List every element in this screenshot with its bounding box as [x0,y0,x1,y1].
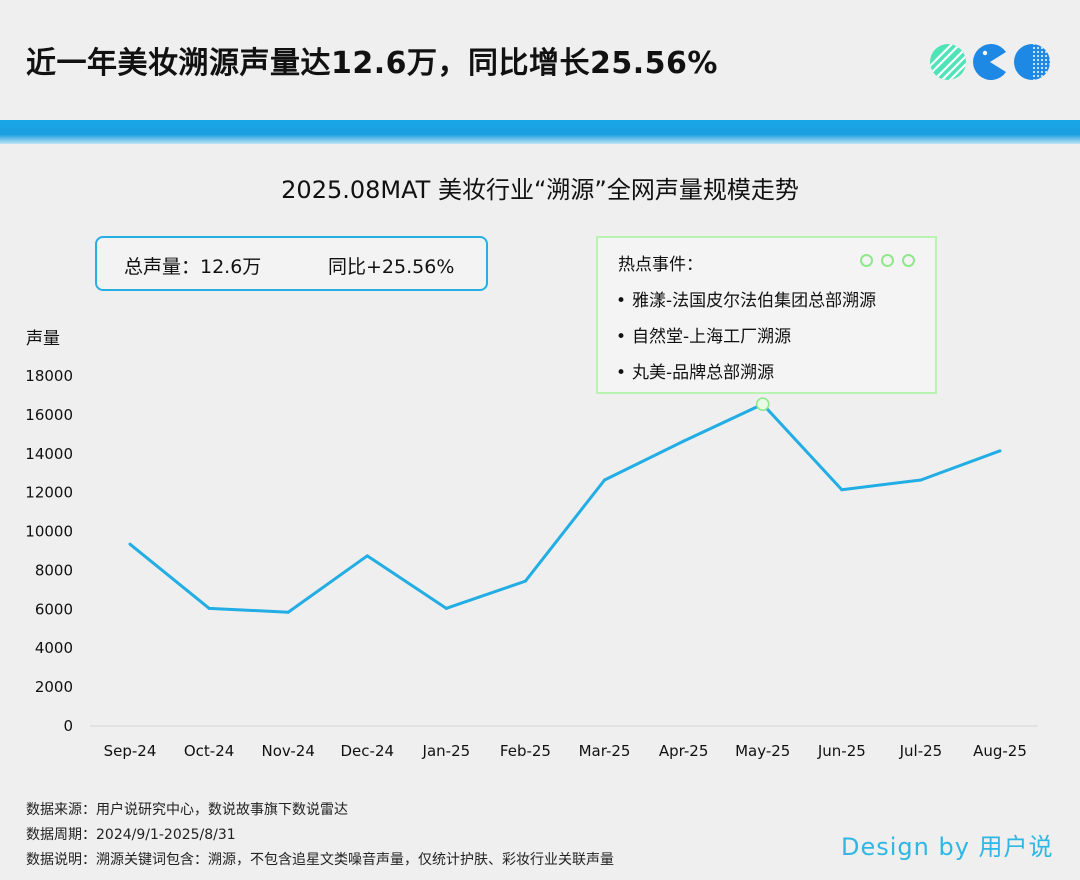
data-point [207,606,211,610]
dot-icon [860,254,873,267]
x-axis-ticks: Sep-24 Oct-24 Nov-24 Dec-24 Jan-25 Feb-25 Mar-… [104,742,1027,760]
bullet-icon: • [616,327,627,347]
x-tick-label: Mar-25 [579,742,631,760]
yoy-growth-label: 同比+25.56% [328,256,455,278]
footer-source: 数据来源：用户说研究中心，数说故事旗下数说雷达 [26,802,348,818]
series-line [129,402,1001,614]
y-axis-label: 声量 [26,329,60,349]
dotted-circle-icon [1014,44,1050,80]
data-point [444,606,448,610]
x-tick-label: Sep-24 [104,742,157,760]
hot-event-text: 自然堂-上海工厂溯源 [632,327,792,347]
y-tick-label: 0 [63,717,73,735]
x-tick-label: Oct-24 [184,742,234,760]
footer-period: 数据周期：2024/9/1-2025/8/31 [26,827,236,843]
hot-event-text: 雅漾-法国皮尔法伯集团总部溯源 [632,291,877,311]
x-tick-label: Apr-25 [659,742,709,760]
data-point [128,542,132,546]
y-tick-label: 16000 [25,406,73,424]
design-credit: Design by 用户说 [841,833,1054,861]
page-title: 近一年美妆溯源声量达12.6万，同比增长25.56% [26,46,718,81]
hot-event-item: • 自然堂-上海工厂溯源 [616,322,791,347]
data-point [286,610,290,614]
x-tick-label: Nov-24 [261,742,314,760]
x-tick-label: May-25 [735,742,790,760]
x-tick-label: Jul-25 [899,742,943,760]
y-tick-label: 4000 [35,639,73,657]
data-point [919,478,923,482]
striped-circle-icon [930,44,966,80]
data-point [840,488,844,492]
window-dots-icon [860,254,920,268]
bullet-icon: • [616,363,627,383]
y-tick-label: 6000 [35,600,73,618]
summary-box: 总声量：12.6万 同比+25.56% [95,236,488,291]
bullet-icon: • [616,291,627,311]
y-tick-label: 2000 [35,678,73,696]
dot-icon [881,254,894,267]
y-tick-label: 10000 [25,523,73,541]
y-axis-ticks: 0 2000 4000 6000 8000 10000 12000 14000 16000 180… [25,367,73,735]
x-tick-label: Jun-25 [817,742,866,760]
footer-note: 数据说明：溯源关键词包含：溯源，不包含追星文类噪音声量，仅统计护肤、彩妆行业关联… [26,852,614,868]
data-point [998,449,1002,453]
hot-event-text: 丸美-品牌总部溯源 [632,363,775,383]
hot-event-item: • 丸美-品牌总部溯源 [616,358,774,383]
chart-title: 2025.08MAT 美妆行业“溯源”全网声量规模走势 [281,176,799,204]
brand-logo [930,44,1050,80]
hot-events-box: 热点事件： • 雅漾-法国皮尔法伯集团总部溯源 • 自然堂-上海工厂溯源 • 丸美-品… [596,236,937,394]
x-tick-label: Jan-25 [422,742,471,760]
accent-band [0,120,1080,144]
header: 近一年美妆溯源声量达12.6万，同比增长25.56% [0,0,1080,120]
data-point [523,579,527,583]
data-point [365,554,369,558]
data-point [603,478,607,482]
x-tick-label: Aug-25 [973,742,1027,760]
x-tick-label: Feb-25 [500,742,551,760]
total-volume-label: 总声量：12.6万 [124,256,262,278]
line-chart: 声量 0 2000 4000 6000 8000 10000 12000 14000 16000… [25,329,1038,760]
y-tick-label: 8000 [35,561,73,579]
hot-events-title: 热点事件： [618,255,703,275]
series-group [128,397,1002,614]
data-point [682,439,686,443]
dot-icon [902,254,915,267]
y-tick-label: 14000 [25,445,73,463]
highlight-point [755,397,770,411]
pacman-icon [973,44,1006,80]
x-tick-label: Dec-24 [341,742,395,760]
y-tick-label: 12000 [25,484,73,502]
y-tick-label: 18000 [25,367,73,385]
hot-event-item: • 雅漾-法国皮尔法伯集团总部溯源 [616,286,876,311]
